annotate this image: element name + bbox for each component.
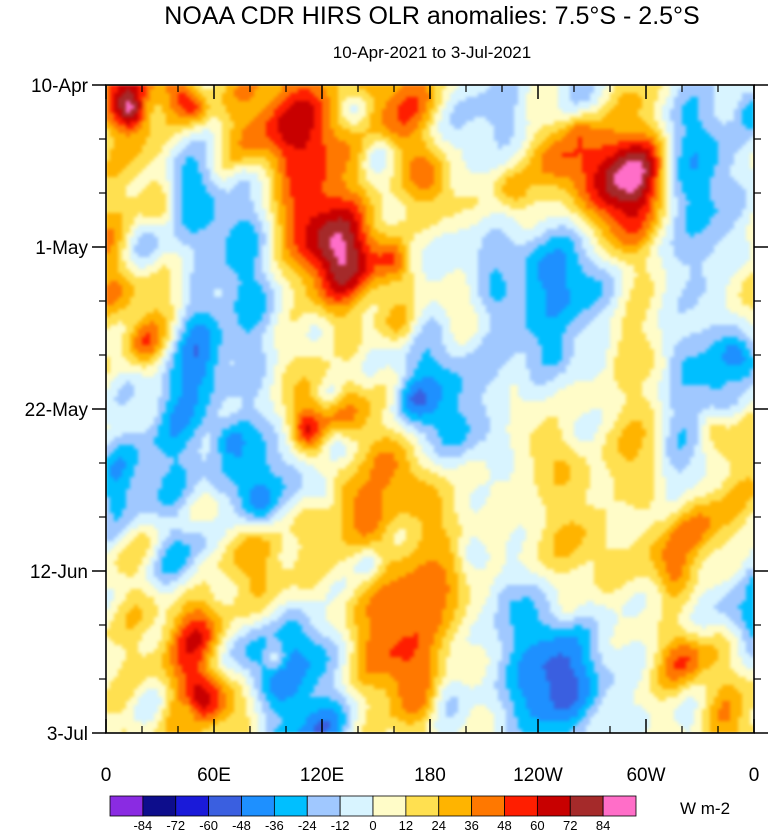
x-tick-label: 60W <box>626 765 665 786</box>
chart-subtitle: 10-Apr-2021 to 3-Jul-2021 <box>333 43 531 62</box>
colorbar-level-label: -24 <box>298 818 317 833</box>
y-tick-label: 12-Jun <box>30 562 88 583</box>
y-tick-label: 22-May <box>25 400 89 421</box>
colorbar-swatch <box>339 795 374 817</box>
colorbar-level-label: 84 <box>596 818 610 833</box>
x-tick-label: 60E <box>197 765 231 786</box>
colorbar-level-label: 24 <box>432 818 446 833</box>
colorbar-swatch <box>142 795 177 817</box>
x-tick-label: 120W <box>513 765 563 786</box>
colorbar-level-label: -12 <box>331 818 350 833</box>
y-tick-label: 3-Jul <box>47 724 88 745</box>
colorbar-level-label: -84 <box>133 818 152 833</box>
x-tick-label: 0 <box>101 765 112 786</box>
y-axis-ticks: 10-Apr 1-May 22-May 12-Jun 3-Jul <box>25 76 768 745</box>
colorbar-swatch <box>175 795 210 817</box>
colorbar-level-label: 48 <box>497 818 511 833</box>
colorbar-swatch <box>536 795 571 817</box>
colorbar-level-label: 60 <box>530 818 544 833</box>
colorbar-unit-label: W m-2 <box>680 799 730 818</box>
colorbar-level-label: 12 <box>399 818 413 833</box>
colorbar-swatch <box>471 795 505 817</box>
y-tick-label: 10-Apr <box>31 76 89 97</box>
colorbar-level-label: -60 <box>199 818 218 833</box>
colorbar-swatch <box>208 795 242 817</box>
colorbar-swatch <box>372 795 407 817</box>
colorbar-level-label: 72 <box>563 818 577 833</box>
y-tick-label: 1-May <box>35 238 88 259</box>
colorbar: -84 -72 -60 -48 -36 -24 -12 0 12 24 36 48 60 72 84 <box>109 795 637 833</box>
heatmap-field <box>106 85 754 733</box>
colorbar-swatch <box>438 795 473 817</box>
colorbar-swatch <box>602 795 637 817</box>
colorbar-level-label: -36 <box>265 818 284 833</box>
chart-title: NOAA CDR HIRS OLR anomalies: 7.5°S - 2.5… <box>164 2 699 30</box>
colorbar-swatch <box>504 795 538 817</box>
colorbar-swatch <box>569 795 604 817</box>
colorbar-swatch <box>405 795 440 817</box>
x-tick-label: 0 <box>749 765 760 786</box>
heatmap-canvas <box>106 85 754 733</box>
colorbar-level-label: -48 <box>232 818 251 833</box>
colorbar-level-label: 36 <box>464 818 478 833</box>
x-tick-label: 180 <box>414 765 446 786</box>
colorbar-level-label: 0 <box>369 818 376 833</box>
x-tick-label: 120E <box>300 765 344 786</box>
colorbar-level-label: -72 <box>166 818 185 833</box>
colorbar-swatch <box>109 795 144 817</box>
colorbar-swatch <box>241 795 275 817</box>
x-axis-ticks: 0 60E 120E 180 120W 60W 0 <box>101 85 760 786</box>
colorbar-swatch <box>273 795 308 817</box>
colorbar-swatch <box>306 795 341 817</box>
